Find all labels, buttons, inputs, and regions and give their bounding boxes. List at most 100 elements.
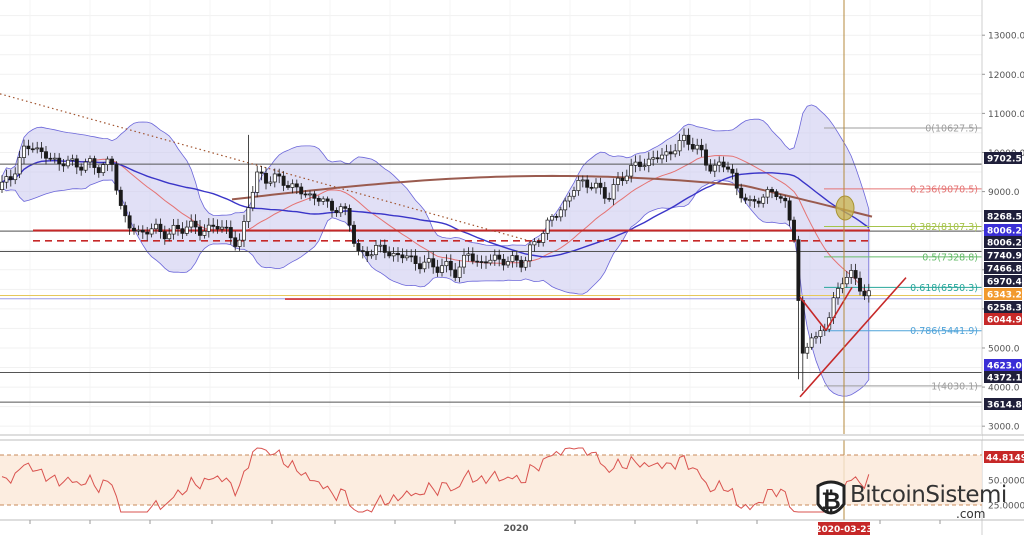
candle-body [255, 171, 260, 193]
candle [303, 190, 308, 198]
candle-body [127, 215, 132, 229]
candle [250, 186, 255, 212]
candle-body [646, 158, 651, 166]
fibonacci-levels: 0(10627.5) 0.236(9070.5) 0.382(8107.3) 0.5(… [824, 123, 982, 392]
candle [646, 152, 651, 173]
price-tag-label: 6044.9 [987, 315, 1022, 325]
candle-body [338, 206, 343, 214]
candle [233, 230, 238, 251]
candle [136, 225, 141, 236]
candle [466, 247, 471, 262]
candle-body [712, 164, 717, 172]
candle-body [44, 151, 48, 159]
candle-body [52, 157, 57, 160]
candle-body [136, 229, 141, 232]
candle-body [8, 176, 13, 181]
candle-body [470, 253, 475, 262]
candle [435, 259, 440, 277]
candle-body [233, 237, 238, 247]
candle-body [321, 198, 326, 202]
candle [853, 263, 858, 285]
candle [519, 256, 524, 273]
candle [312, 190, 317, 206]
uptrend-line [799, 277, 907, 398]
candle [743, 193, 748, 204]
candle-body [836, 288, 840, 299]
price-tag: 6258.3 [984, 301, 1022, 313]
candle [814, 331, 818, 344]
price-tag-box [984, 288, 1022, 300]
candle [695, 138, 700, 155]
candle-body [264, 172, 268, 184]
candle-body [536, 241, 541, 243]
price-tick-label: 11000.0 [988, 110, 1024, 120]
candle-body [440, 265, 444, 273]
candle [431, 251, 436, 274]
price-tag-label: 7740.9 [987, 251, 1022, 261]
candle [690, 137, 695, 152]
candle-body [805, 346, 810, 354]
candle [567, 192, 572, 208]
candle-body [457, 266, 462, 278]
candle-body [541, 232, 546, 243]
candle-body [57, 157, 62, 165]
candle-body [800, 300, 805, 354]
candle-body [272, 173, 277, 183]
candle [246, 134, 251, 228]
candle-body [501, 258, 506, 266]
price-tag: 6970.4 [984, 275, 1022, 287]
candle-body [61, 163, 66, 167]
candle-body [638, 161, 642, 167]
candle [224, 220, 229, 235]
date-marker-tag: 2020-03-23 [815, 522, 873, 535]
price-tag-label: 6258.3 [987, 303, 1022, 313]
pattern-line [799, 296, 827, 331]
candle [387, 246, 392, 259]
price-tag: 6343.2 [984, 288, 1022, 300]
candle-body [303, 193, 308, 196]
candle-body [752, 199, 757, 202]
candle [237, 233, 242, 251]
candle-body [726, 166, 730, 170]
price-tag: 4623.0 [984, 359, 1022, 371]
candle-body [598, 182, 603, 188]
candle-body [796, 239, 801, 301]
price-tag-box [984, 236, 1022, 248]
candle-body [426, 258, 431, 263]
candle-body [167, 233, 172, 240]
candle-body [668, 151, 673, 155]
candle [748, 195, 752, 207]
candle [818, 325, 823, 344]
candle-body [492, 254, 497, 261]
bitcoin-logo-icon: ₿ [816, 480, 846, 515]
candle-body [862, 290, 867, 297]
candle-body [352, 224, 356, 244]
price-tag: 6044.9 [984, 313, 1022, 325]
candle-body [92, 158, 97, 168]
candle-body [721, 161, 726, 168]
candle [682, 128, 686, 148]
candle-body [378, 244, 383, 247]
price-tick-label: 5000.0 [988, 344, 1020, 354]
candle [602, 181, 607, 204]
candle [796, 235, 801, 380]
candle-body [849, 270, 854, 278]
candles [0, 128, 871, 391]
candle [783, 195, 788, 208]
candle-body [404, 255, 409, 259]
candle [149, 223, 154, 238]
candle [805, 342, 810, 359]
candle [440, 258, 444, 277]
candle-body [105, 158, 110, 166]
candle-body [365, 251, 370, 257]
candle-body [748, 199, 752, 201]
candle [202, 224, 207, 239]
watermark: ₿ BitcoinSistemi .com [808, 478, 1018, 528]
candle [448, 254, 453, 277]
candle [220, 220, 224, 233]
svg-text:₿: ₿ [821, 487, 841, 515]
candle-body [189, 220, 194, 228]
candle-body [374, 245, 378, 256]
